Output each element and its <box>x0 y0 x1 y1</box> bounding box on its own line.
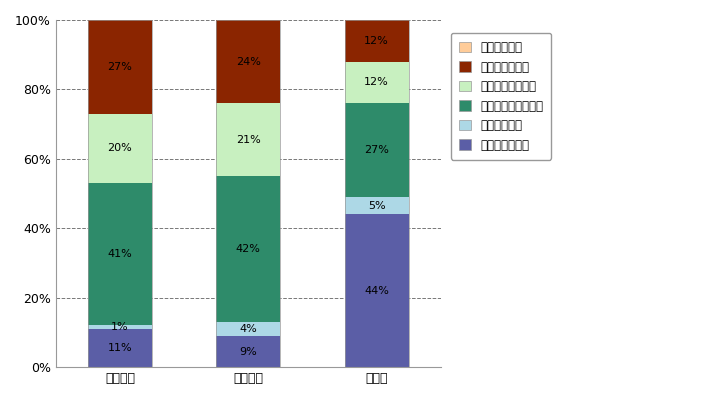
Bar <box>88 20 152 367</box>
Bar <box>216 336 280 367</box>
Bar <box>344 197 409 214</box>
Bar <box>88 183 152 326</box>
Text: 41%: 41% <box>107 249 132 259</box>
Bar <box>88 20 152 114</box>
Text: 27%: 27% <box>107 62 132 72</box>
Bar <box>88 326 152 329</box>
Bar <box>88 114 152 183</box>
Text: 5%: 5% <box>368 201 386 211</box>
Bar <box>216 103 280 176</box>
Bar <box>216 322 280 336</box>
Bar <box>344 62 409 103</box>
Text: 20%: 20% <box>107 144 132 154</box>
Bar <box>216 176 280 322</box>
Text: 12%: 12% <box>364 36 389 46</box>
Text: 12%: 12% <box>364 78 389 88</box>
Text: 4%: 4% <box>239 324 257 334</box>
Bar <box>344 20 409 62</box>
Text: 24%: 24% <box>236 57 261 67</box>
Text: 42%: 42% <box>236 244 261 254</box>
Legend: ハイブリッド, ドライスチーム, ダブルフラッシュ, シングルフラッシュ, 背圧タービン, バイナリー発電: ハイブリッド, ドライスチーム, ダブルフラッシュ, シングルフラッシュ, 背圧… <box>451 33 552 160</box>
Bar <box>88 329 152 367</box>
Text: 44%: 44% <box>364 286 389 296</box>
Bar <box>216 20 280 103</box>
Text: 21%: 21% <box>236 135 261 145</box>
Text: 27%: 27% <box>364 145 389 155</box>
Text: 9%: 9% <box>239 346 257 356</box>
Bar <box>344 214 409 367</box>
Text: 11%: 11% <box>108 343 132 353</box>
Bar <box>216 20 280 367</box>
Bar <box>344 20 409 367</box>
Bar <box>344 103 409 197</box>
Text: 1%: 1% <box>111 322 129 332</box>
